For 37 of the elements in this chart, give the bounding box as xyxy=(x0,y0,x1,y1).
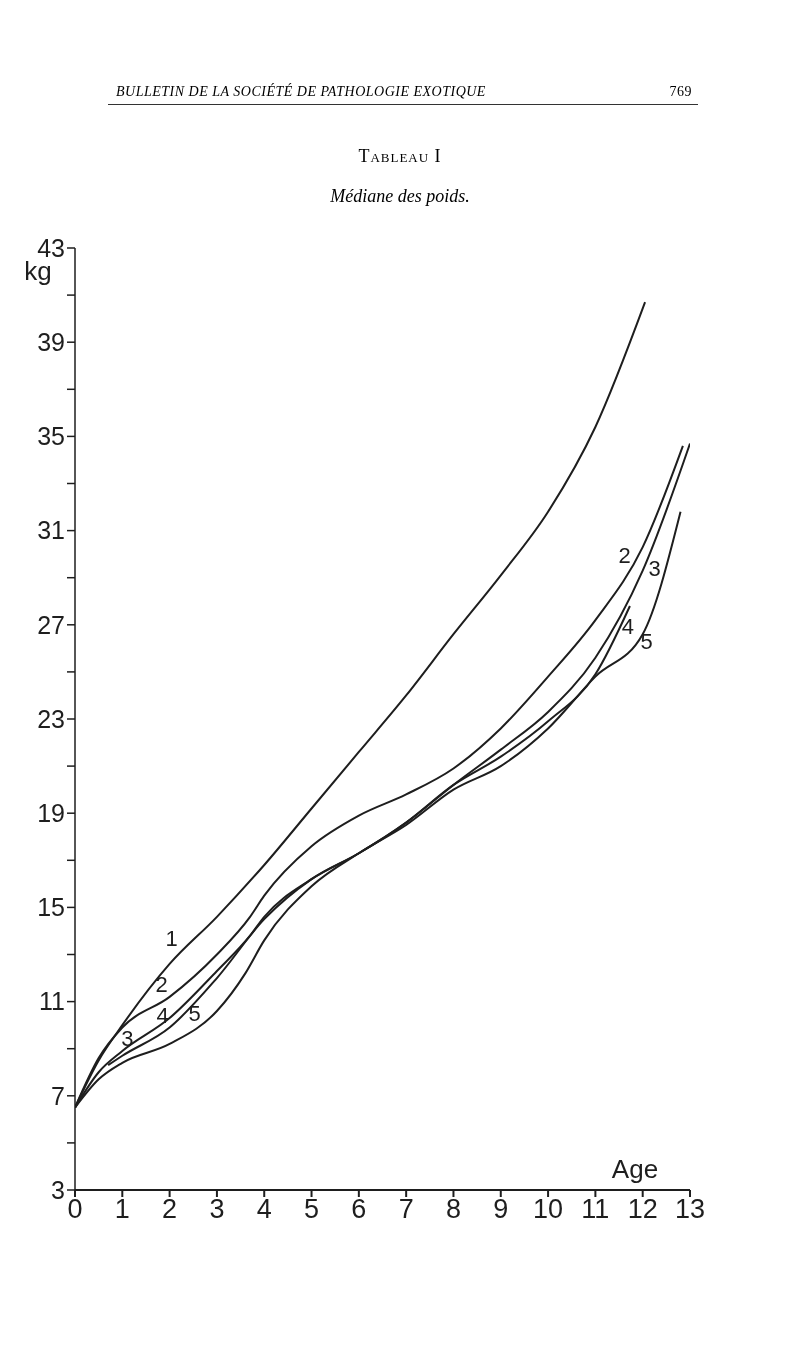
x-tick-label: 3 xyxy=(209,1194,225,1225)
x-tick-label: 1 xyxy=(114,1194,130,1225)
y-tick-label: 19 xyxy=(37,799,65,828)
series-label: 2 xyxy=(618,542,631,568)
y-tick-label: 31 xyxy=(37,516,65,545)
text: BULLETIN DE LA SOCIÉTÉ DE PATHOLOGIE EXOTIQUE xyxy=(116,84,486,99)
y-tick-label: 39 xyxy=(37,328,65,357)
series-label: 5 xyxy=(188,1000,201,1026)
x-tick-label: 0 xyxy=(67,1194,83,1225)
y-tick-label: 27 xyxy=(37,610,65,639)
text: 4 xyxy=(621,613,635,639)
x-tick-label: 12 xyxy=(627,1194,658,1225)
x-tick-label: 10 xyxy=(533,1194,564,1225)
series-label: 3 xyxy=(648,556,661,582)
x-tick-label: 7 xyxy=(398,1194,414,1225)
x-tick-label: 13 xyxy=(674,1194,706,1225)
x-tick-label: 8 xyxy=(445,1194,461,1225)
y-tick-label: 3 xyxy=(51,1175,65,1204)
series-label: 1 xyxy=(165,925,178,951)
x-tick-label: 9 xyxy=(493,1194,509,1225)
x-tick-label: 5 xyxy=(304,1194,320,1225)
chart-subtitle: Médiane des poids. xyxy=(329,186,471,207)
x-axis-title: Age xyxy=(611,1154,659,1184)
y-tick-label: 15 xyxy=(37,893,65,922)
text: 2 xyxy=(155,971,168,997)
text: 3 xyxy=(121,1025,134,1051)
text: 5 xyxy=(640,629,653,655)
y-tick-label: 35 xyxy=(37,422,65,451)
x-tick-label: 6 xyxy=(351,1194,367,1225)
x-tick-label: 2 xyxy=(162,1194,178,1225)
text: 769 xyxy=(669,84,692,100)
y-tick-label: 7 xyxy=(51,1081,65,1110)
x-tick-label: 4 xyxy=(256,1194,272,1225)
chart-title: Tableau I xyxy=(357,146,443,167)
x-tick-label: 11 xyxy=(581,1194,610,1225)
y-tick-label: 11 xyxy=(39,987,65,1016)
y-tick-label: 23 xyxy=(37,704,65,733)
